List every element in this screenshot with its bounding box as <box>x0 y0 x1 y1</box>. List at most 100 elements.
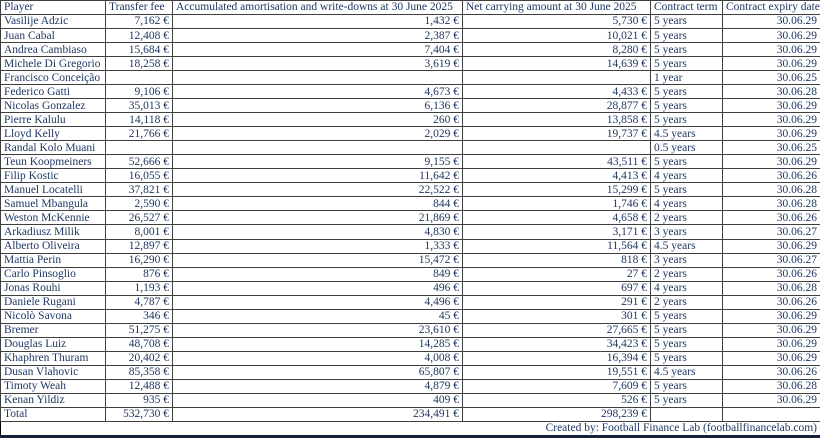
cell-contract-expiry: 30.06.29 <box>722 98 820 114</box>
cell-amortisation: 844 € <box>172 196 463 212</box>
cell-net-carrying: 13,858 € <box>462 112 651 128</box>
cell-player: Alberto Oliveira <box>0 238 106 254</box>
cell-net-carrying: 14,639 € <box>462 56 651 72</box>
cell-player: Weston McKennie <box>0 210 106 226</box>
cell-contract-term: 4 years <box>650 280 723 296</box>
cell-amortisation: 260 € <box>172 112 463 128</box>
cell-amortisation: 23,610 € <box>172 322 463 338</box>
cell-net-carrying: 5,730 € <box>462 13 651 30</box>
cell-contract-expiry: 30.06.25 <box>722 140 820 156</box>
cell-net-carrying: 43,511 € <box>462 154 651 170</box>
cell-player: Arkadiusz Milik <box>0 224 106 240</box>
cell-contract-expiry: 30.06.29 <box>722 350 820 366</box>
cell-net-carrying: 291 € <box>462 294 651 310</box>
cell-contract-expiry: 30.06.28 <box>722 84 820 100</box>
cell-net-carrying: 19,551 € <box>462 364 651 380</box>
header-contract-expiry: Contract expiry date <box>722 0 820 15</box>
cell-contract-term: 2 years <box>650 210 723 226</box>
cell-contract-term: 5 years <box>650 112 723 128</box>
cell-contract-expiry: 30.06.29 <box>722 238 820 254</box>
cell-transfer-fee: 15,684 € <box>105 42 173 58</box>
cell-contract-expiry: 30.06.26 <box>722 364 820 380</box>
table-row: Timoty Weah 12,488 €4,879 €7,609 €5 years… <box>0 378 820 394</box>
cell-amortisation: 4,830 € <box>172 224 463 240</box>
cell-player: Pierre Kalulu <box>0 112 106 128</box>
cell-transfer-fee: 16,290 € <box>105 252 173 268</box>
cell-transfer-fee: 532,730 € <box>105 406 173 423</box>
cell-contract-expiry: 30.06.28 <box>722 280 820 296</box>
table-row: Khaphren Thuram 20,402 €4,008 €16,394 €5 … <box>0 350 820 366</box>
table-row: Nicolò Savona 346 €45 €301 €5 years 30.06.… <box>0 308 820 324</box>
cell-player: Jonas Rouhi <box>0 280 106 296</box>
cell-transfer-fee: 12,408 € <box>105 28 173 44</box>
cell-contract-term: 4.5 years <box>650 126 723 142</box>
cell-contract-expiry: 30.06.29 <box>722 112 820 128</box>
cell-amortisation: 21,869 € <box>172 210 463 226</box>
table-row: Weston McKennie 26,527 €21,869 €4,658 €2 … <box>0 210 820 226</box>
table-row: Bremer 51,275 €23,610 €27,665 €5 years 30.… <box>0 322 820 338</box>
cell-net-carrying: 4,433 € <box>462 84 651 100</box>
cell-transfer-fee: 16,055 € <box>105 168 173 184</box>
table-row: Teun Koopmeiners 52,666 €9,155 €43,511 €5… <box>0 154 820 170</box>
cell-net-carrying: 27 € <box>462 266 651 282</box>
cell-transfer-fee: 12,488 € <box>105 378 173 394</box>
cell-net-carrying: 4,658 € <box>462 210 651 226</box>
cell-net-carrying: 697 € <box>462 280 651 296</box>
cell-contract-term: 5 years <box>650 350 723 366</box>
cell-transfer-fee: 8,001 € <box>105 224 173 240</box>
cell-net-carrying: 11,564 € <box>462 238 651 254</box>
table-row: Alberto Oliveira 12,897 €1,333 €11,564 €4… <box>0 238 820 254</box>
cell-contract-term: 2 years <box>650 294 723 310</box>
cell-player: Nicolò Savona <box>0 308 106 324</box>
cell-transfer-fee: 12,897 € <box>105 238 173 254</box>
cell-contract-term: 5 years <box>650 42 723 58</box>
cell-player: Timoty Weah <box>0 378 106 394</box>
cell-player: Francisco Conceição <box>0 70 106 86</box>
cell-contract-expiry: 30.06.29 <box>722 154 820 170</box>
cell-amortisation: 15,472 € <box>172 252 463 268</box>
cell-net-carrying: 34,423 € <box>462 336 651 352</box>
table-row: Kenan Yildiz 935 €409 €526 €5 years 30.06.… <box>0 392 820 408</box>
table-row: Douglas Luiz 48,708 €14,285 €34,423 €5 ye… <box>0 336 820 352</box>
cell-contract-expiry: 30.06.27 <box>722 224 820 240</box>
cell-amortisation: 1,333 € <box>172 238 463 254</box>
cell-player: Total <box>0 406 106 423</box>
cell-player: Federico Gatti <box>0 84 106 100</box>
cell-contract-term: 4 years <box>650 196 723 212</box>
cell-player: Dusan Vlahovic <box>0 364 106 380</box>
cell-contract-term: 5 years <box>650 308 723 324</box>
cell-transfer-fee: 935 € <box>105 392 173 408</box>
cell-amortisation: 4,879 € <box>172 378 463 394</box>
table-row: Manuel Locatelli 37,821 €22,522 €15,299 €… <box>0 182 820 198</box>
cell-transfer-fee: 51,275 € <box>105 322 173 338</box>
cell-contract-expiry: 30.06.28 <box>722 378 820 394</box>
header-net-carrying: Net carrying amount at 30 June 2025 <box>462 0 651 15</box>
cell-contract-expiry: 30.06.29 <box>722 56 820 72</box>
cell-amortisation: 409 € <box>172 392 463 408</box>
cell-contract-expiry: 30.06.26 <box>722 210 820 226</box>
cell-contract-term: 5 years <box>650 378 723 394</box>
cell-contract-term: 4 years <box>650 168 723 184</box>
table-row: Michele Di Gregorio 18,258 €3,619 €14,639… <box>0 56 820 72</box>
cell-net-carrying: 27,665 € <box>462 322 651 338</box>
cell-player: Lloyd Kelly <box>0 126 106 142</box>
cell-contract-expiry: 30.06.29 <box>722 42 820 58</box>
cell-player: Daniele Rugani <box>0 294 106 310</box>
cell-contract-term: 5 years <box>650 98 723 114</box>
table-row: Samuel Mbangula 2,590 €844 €1,746 €4 year… <box>0 196 820 212</box>
cell-transfer-fee <box>105 70 173 86</box>
cell-transfer-fee: 7,162 € <box>105 13 173 30</box>
cell-contract-expiry: 30.06.29 <box>722 392 820 408</box>
table-row: Mattia Perin 16,290 €15,472 €818 €3 years… <box>0 252 820 268</box>
cell-contract-expiry: 30.06.25 <box>722 70 820 86</box>
cell-amortisation: 1,432 € <box>172 13 463 30</box>
header-contract-term: Contract term <box>650 0 723 15</box>
cell-amortisation: 234,491 € <box>172 406 463 423</box>
cell-transfer-fee: 35,013 € <box>105 98 173 114</box>
table-row: Francisco Conceição 1 year 30.06.25 <box>0 70 820 86</box>
cell-player: Carlo Pinsoglio <box>0 266 106 282</box>
table-row: Filip Kostic 16,055 €11,642 €4,413 €4 yea… <box>0 168 820 184</box>
cell-contract-expiry: 30.06.26 <box>722 266 820 282</box>
table-row: Lloyd Kelly 21,766 €2,029 €19,737 €4.5 ye… <box>0 126 820 142</box>
cell-contract-term: 4.5 years <box>650 238 723 254</box>
